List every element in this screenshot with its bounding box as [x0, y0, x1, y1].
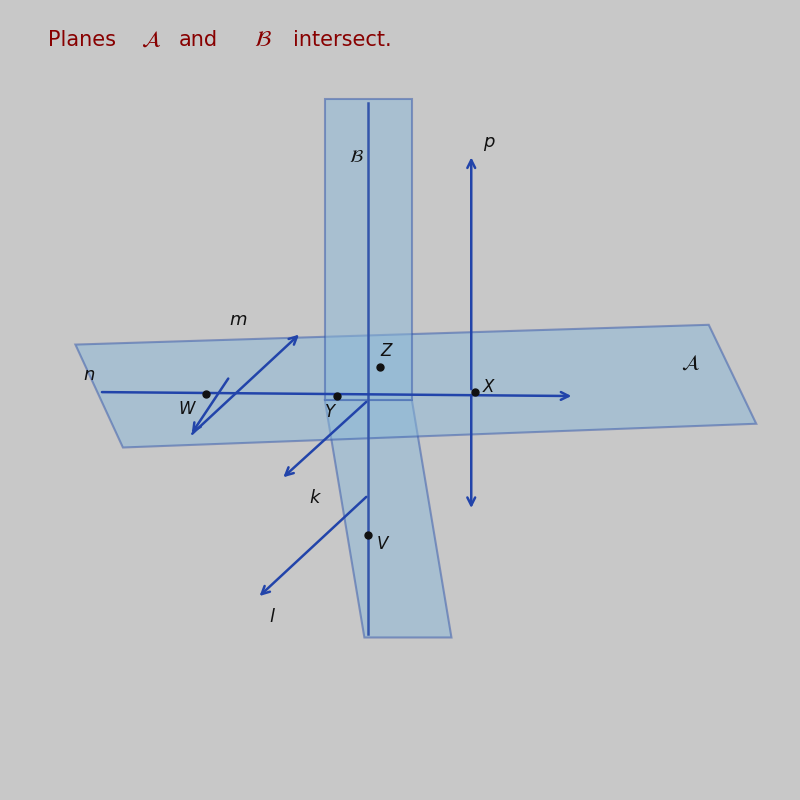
Text: and: and: [178, 30, 218, 50]
Polygon shape: [325, 99, 412, 400]
Text: intersect.: intersect.: [293, 30, 392, 50]
Text: $\mathcal{A}$: $\mathcal{A}$: [141, 30, 162, 50]
Text: W: W: [178, 400, 195, 418]
Text: V: V: [376, 535, 388, 553]
Text: Y: Y: [325, 403, 335, 422]
Text: $\mathcal{B}$: $\mathcal{B}$: [349, 149, 363, 166]
Text: n: n: [83, 366, 94, 384]
Text: $\mathcal{B}$: $\mathcal{B}$: [254, 30, 271, 50]
Text: Planes: Planes: [48, 30, 122, 50]
Polygon shape: [325, 400, 451, 638]
Text: Z: Z: [380, 342, 391, 361]
Text: p: p: [483, 133, 494, 150]
Text: $\mathcal{A}$: $\mathcal{A}$: [681, 352, 700, 372]
Text: l: l: [270, 608, 274, 626]
Text: k: k: [309, 489, 319, 507]
Text: m: m: [230, 310, 247, 329]
Text: X: X: [483, 378, 494, 396]
Polygon shape: [75, 325, 756, 447]
